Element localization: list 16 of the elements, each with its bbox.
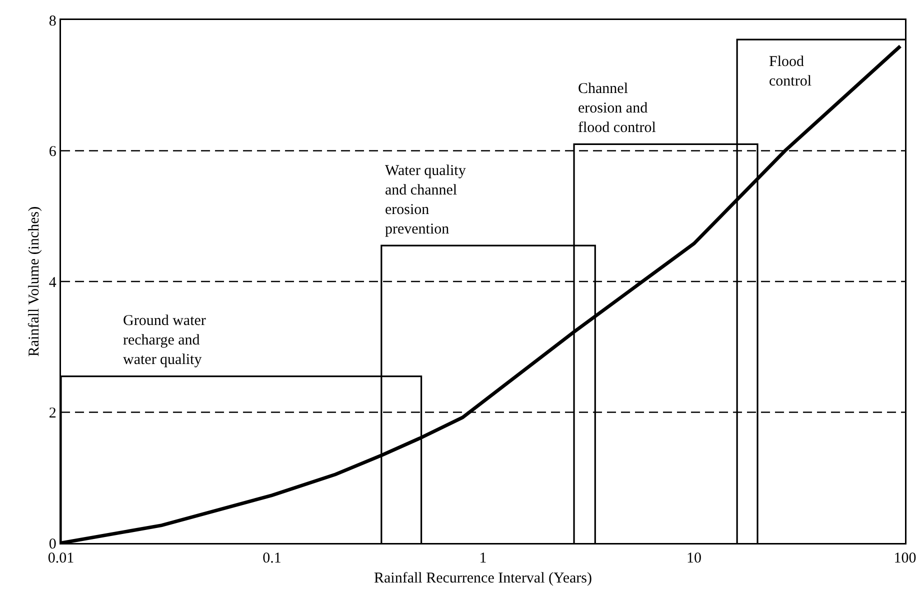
x-tick-label: 0.01: [48, 550, 74, 567]
y-axis-title: Rainfall Volume (inches): [26, 206, 42, 357]
x-tick-label: 0.1: [262, 550, 282, 567]
x-tick-label: 1: [479, 550, 487, 567]
series-label: Water quality and channel erosion prevention: [385, 163, 466, 238]
y-tick-label: 6: [48, 144, 57, 160]
x-tick-label: 10: [686, 550, 702, 567]
y-tick-label: 4: [48, 274, 57, 291]
y-tick-label: 8: [48, 13, 56, 30]
y-tick-label: 0: [48, 536, 56, 552]
x-axis-title: Rainfall Recurrence Interval (Years): [374, 570, 592, 586]
series-label: Flood control: [769, 54, 812, 90]
x-tick-label: 100: [894, 550, 916, 567]
y-tick-label: 2: [48, 406, 56, 422]
series-label: Ground water recharge and water quality: [123, 313, 206, 368]
series-label: Channel erosion and flood control: [578, 81, 656, 136]
